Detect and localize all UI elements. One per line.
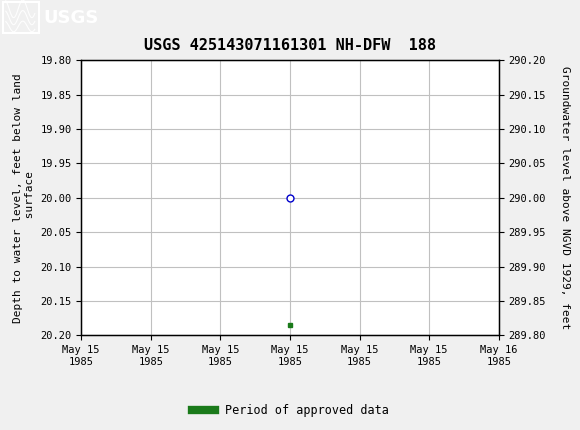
Text: USGS: USGS xyxy=(44,9,99,27)
Legend: Period of approved data: Period of approved data xyxy=(187,399,393,422)
Y-axis label: Groundwater level above NGVD 1929, feet: Groundwater level above NGVD 1929, feet xyxy=(560,66,570,329)
Y-axis label: Depth to water level, feet below land
 surface: Depth to water level, feet below land su… xyxy=(13,73,35,322)
Text: USGS 425143071161301 NH-DFW  188: USGS 425143071161301 NH-DFW 188 xyxy=(144,38,436,52)
